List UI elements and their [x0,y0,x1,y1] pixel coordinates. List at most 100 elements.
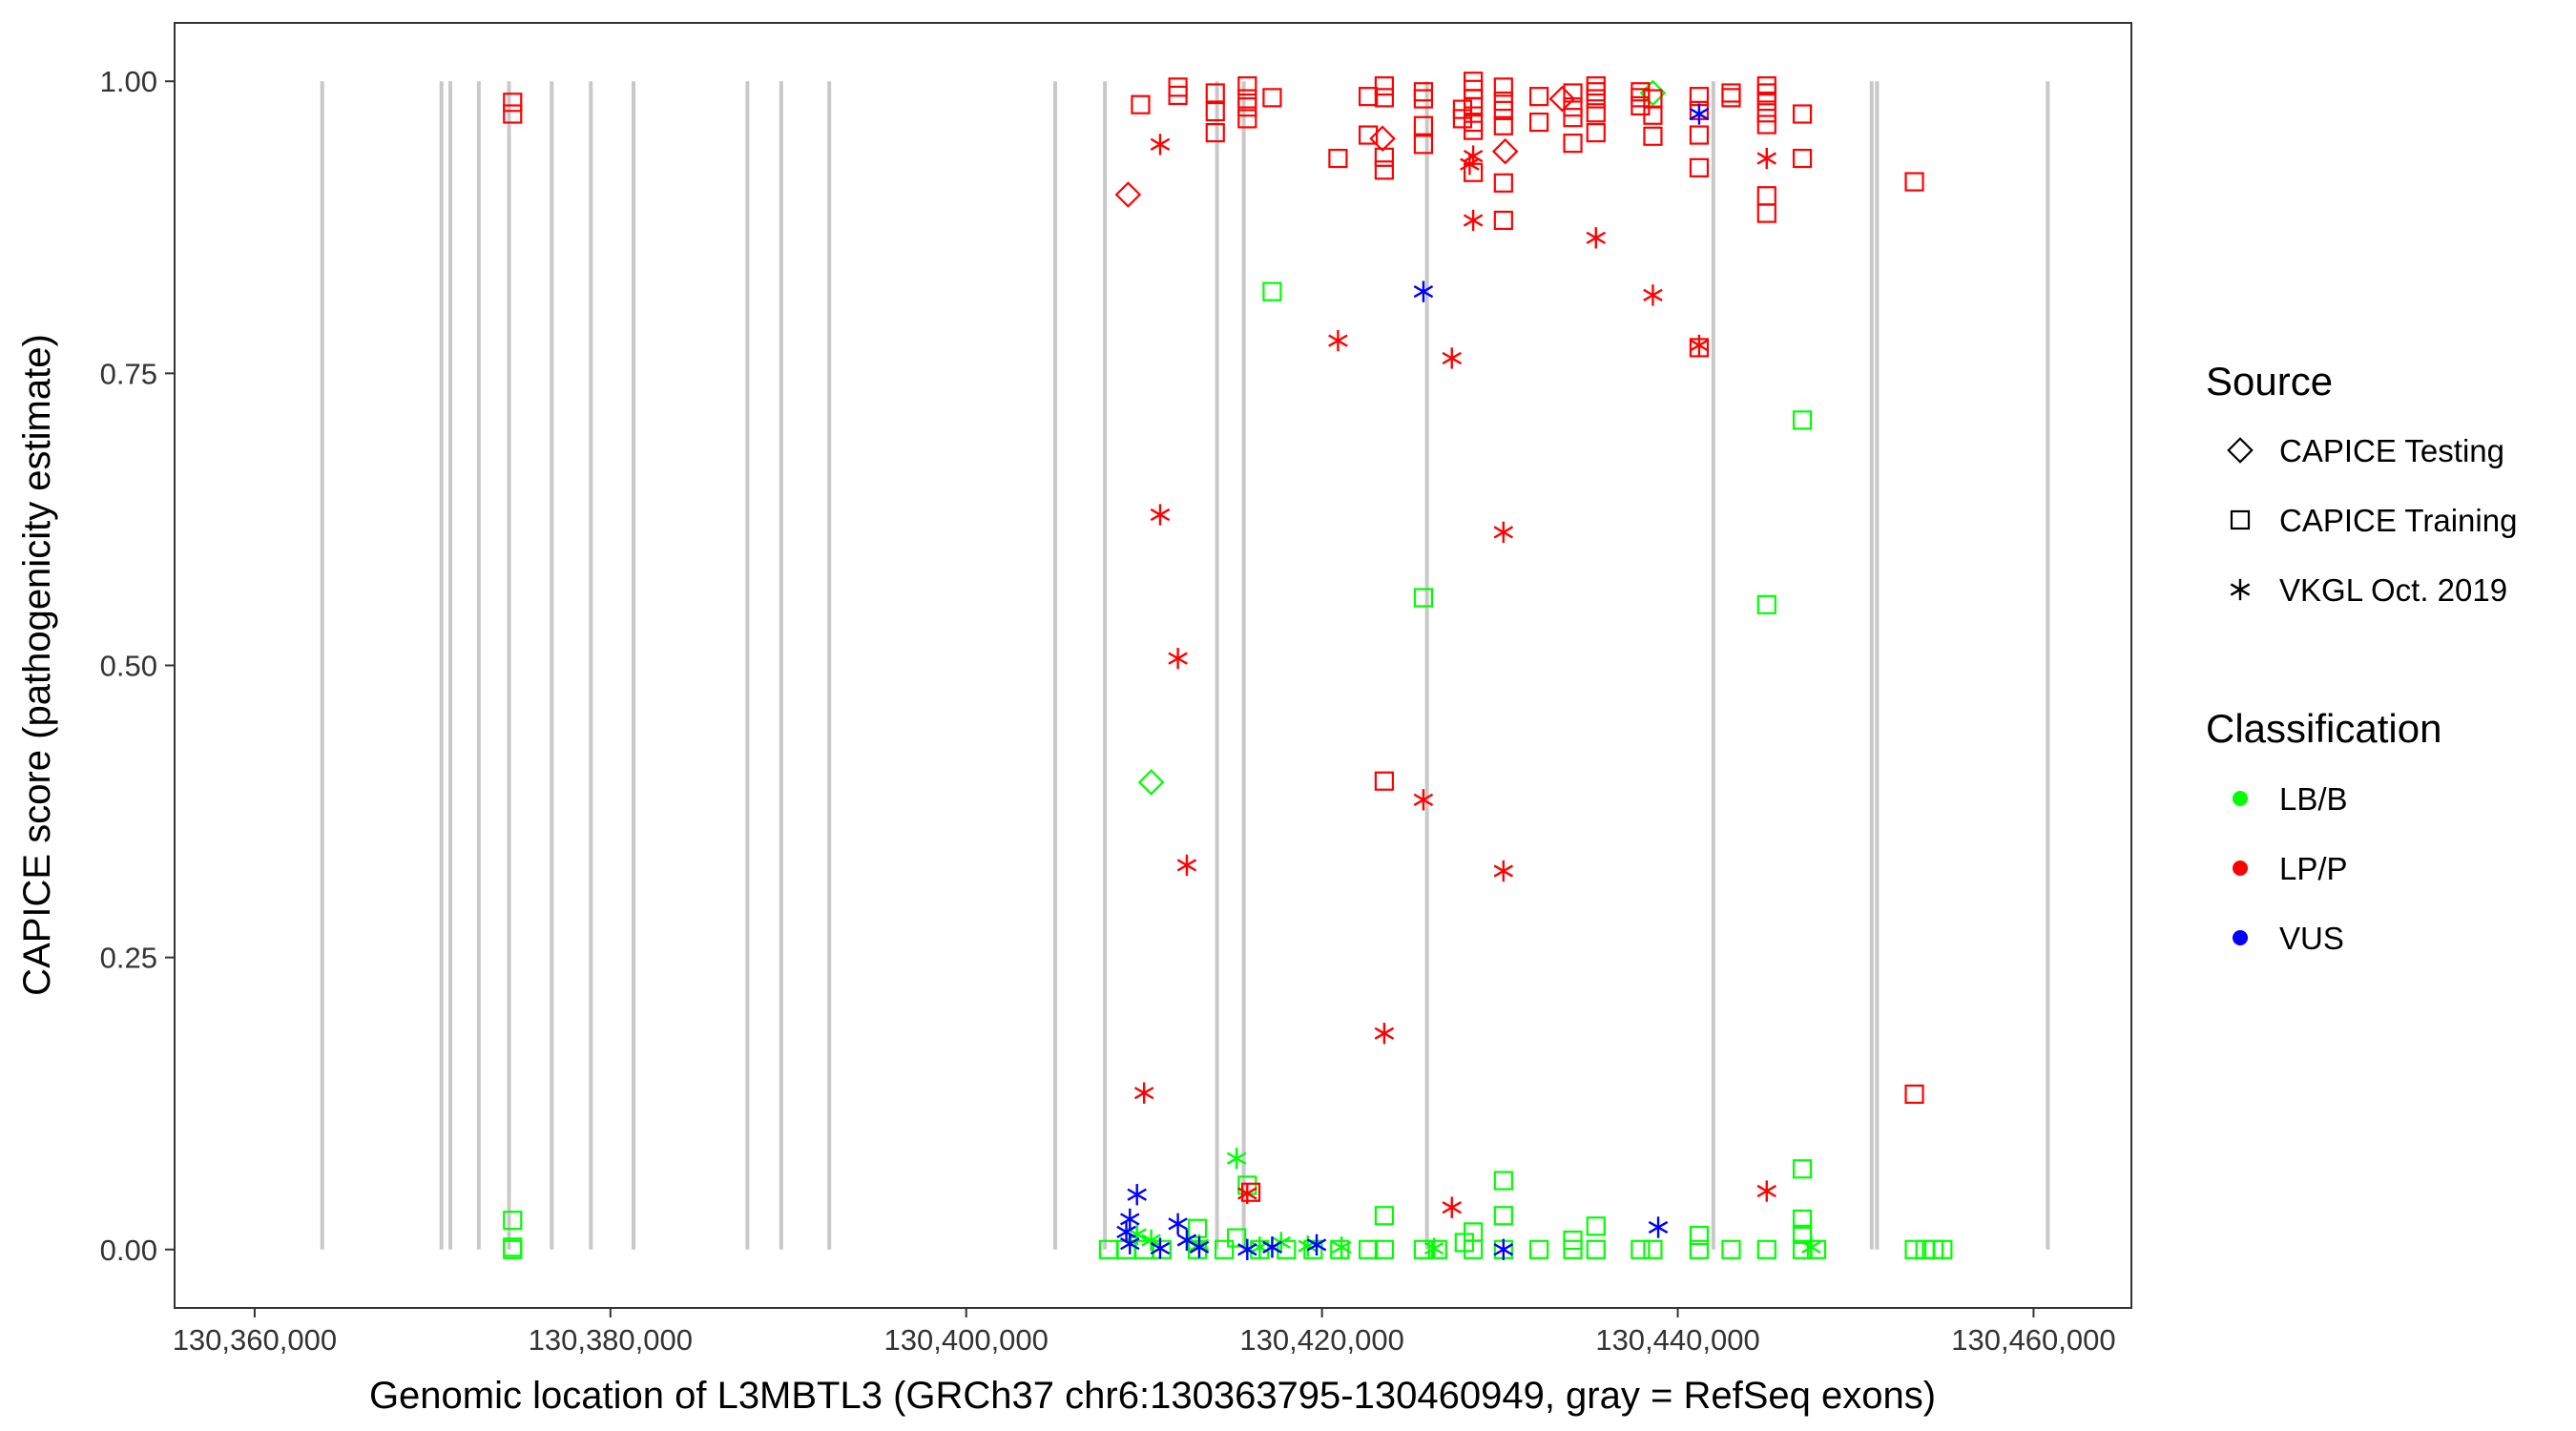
y-tick-label: 0.75 [100,357,157,390]
legend-key-dot [2233,791,2248,806]
data-point [1442,1196,1463,1218]
data-point [1237,76,1257,96]
data-point [1586,89,1606,109]
data-point [1689,334,1710,357]
data-point [1493,100,1513,120]
data-point [1374,1206,1394,1226]
data-point [1152,1239,1172,1259]
data-point [1689,157,1710,177]
data-point [1237,1182,1257,1205]
legend-source-label: VKGL Oct. 2019 [2279,572,2507,608]
data-point [1119,1233,1140,1255]
data-point [1493,1171,1513,1191]
data-point [1933,1239,1953,1259]
data-point [1150,134,1171,156]
data-point [1586,123,1606,143]
data-point [1127,1184,1147,1206]
data-point [1328,329,1348,352]
data-point [1563,134,1583,154]
data-point [1413,89,1434,109]
data-point [1176,854,1197,877]
data-point [1721,88,1741,108]
data-point [1493,77,1513,97]
data-point [1369,125,1396,153]
data-point [1563,108,1583,128]
y-tick-label: 0.50 [100,650,157,683]
legend-key-diamond [2227,437,2254,464]
data-point [1442,347,1463,369]
data-point [1631,1239,1651,1259]
data-point [1493,860,1514,882]
data-point [1150,1237,1171,1259]
data-point [1904,172,1924,192]
data-point [1262,88,1282,108]
legend-classification-title: Classification [2206,706,2441,751]
data-point [1792,410,1813,430]
data-point [1413,135,1434,155]
data-point [1548,85,1576,113]
data-point [1374,160,1394,180]
exon-lines [320,81,2050,1250]
data-point [1756,203,1776,223]
data-point [1133,1082,1154,1104]
data-point [1262,281,1282,301]
data-point [1586,1239,1606,1259]
data-point [1493,1206,1513,1226]
data-point [1168,85,1188,106]
data-point [1721,1239,1741,1259]
data-point [1563,97,1583,117]
data-point [1792,1159,1813,1179]
data-point [1306,1234,1327,1256]
data-point [1648,1216,1669,1238]
legend-source-label: CAPICE Training [2279,503,2517,538]
data-point [1464,120,1484,140]
data-point [1374,147,1394,167]
data-point [1464,1239,1484,1259]
data-point [1214,1239,1235,1259]
data-point [1756,147,1777,170]
data-point [1493,115,1513,135]
data-point [1689,125,1710,145]
legend-class-label: LB/B [2279,781,2348,817]
data-point [1237,1238,1257,1260]
data-point [1491,137,1519,165]
y-axis: 0.00 0.25 0.50 0.75 1.00 [100,65,175,1267]
data-point [1413,115,1434,135]
x-tick-label: 130,400,000 [884,1323,1049,1357]
data-point [1643,126,1663,146]
x-tick-label: 130,380,000 [529,1323,693,1357]
data-point [1331,1236,1352,1258]
data-point [1328,148,1348,169]
data-point [1303,1239,1323,1259]
data-point [1374,88,1394,108]
data-point [503,1239,523,1259]
legend-key-asterisk [2230,578,2251,601]
data-point [1374,1239,1394,1259]
legend-key-dot [2233,861,2248,876]
legend-source-title: Source [2206,359,2333,404]
data-point [1643,284,1663,306]
data-point [1756,114,1776,135]
y-tick-label: 0.00 [100,1234,157,1267]
data-point [1452,109,1473,129]
data-point [1792,1209,1813,1230]
data-point [1756,1180,1777,1202]
data-point [1643,105,1663,125]
legend-class-label: LP/P [2279,851,2348,886]
data-point [1643,1239,1663,1259]
data-point [1413,280,1434,302]
data-point [1205,123,1225,143]
data-point [1493,173,1513,193]
data-point [1374,76,1394,96]
data-point [1205,83,1225,103]
legend-source-label: CAPICE Testing [2279,433,2504,468]
data-point [1463,209,1484,232]
data-point [1792,148,1813,169]
x-tick-label: 130,460,000 [1951,1323,2115,1357]
data-point [1114,181,1142,208]
data-point [503,93,523,113]
data-point [1792,104,1813,124]
data-point [1227,1228,1247,1248]
x-tick-label: 130,440,000 [1595,1323,1759,1357]
data-point [1427,1239,1447,1259]
